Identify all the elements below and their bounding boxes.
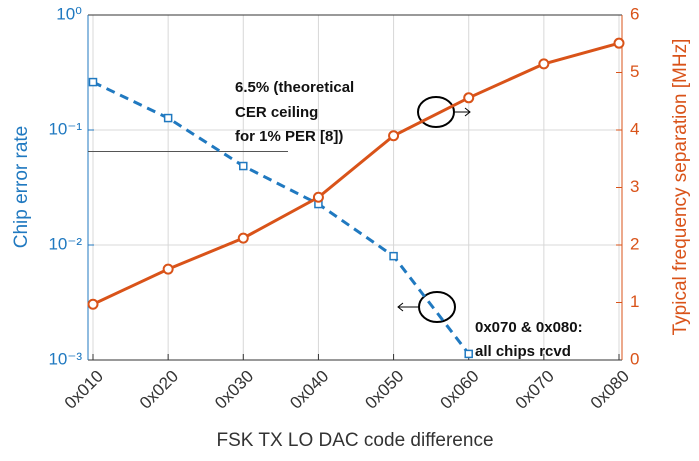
marker <box>312 191 324 203</box>
highlight-ellipse <box>418 291 456 323</box>
y2-tick-label: 1 <box>630 292 639 311</box>
y2-tick-label: 4 <box>630 119 639 138</box>
marker <box>87 298 99 310</box>
marker <box>538 58 550 70</box>
y-tick-label: 10⁻³ <box>48 349 82 368</box>
y2-tick-label: 0 <box>630 349 639 368</box>
arrow <box>455 107 471 117</box>
y2-tick-label: 6 <box>630 4 639 23</box>
y-tick-label: 10⁻¹ <box>48 119 82 138</box>
marker <box>163 113 173 123</box>
x-tick-label: 0x050 <box>361 367 407 413</box>
x-tick-label: 0x070 <box>512 367 558 413</box>
x-tick-label: 0x080 <box>587 367 633 413</box>
series-line <box>92 41 620 306</box>
marker <box>388 130 400 142</box>
marker <box>88 77 98 87</box>
plot-area <box>88 15 622 360</box>
y2-tick-label: 3 <box>630 177 639 196</box>
marker <box>162 263 174 275</box>
y2-axis-title: Typical frequency separation [MHz] <box>670 39 691 336</box>
marker <box>237 232 249 244</box>
x-tick-label: 0x020 <box>136 367 182 413</box>
y-tick-label: 10⁰ <box>56 4 82 23</box>
annotation: 6.5% (theoretical <box>235 79 354 96</box>
annotation: 0x070 & 0x080: <box>475 319 583 336</box>
x-tick-label: 0x030 <box>211 367 257 413</box>
x-tick-label: 0x010 <box>61 367 107 413</box>
annotation: all chips rcvd <box>475 343 571 360</box>
y-axis-title: Chip error rate <box>11 126 32 249</box>
x-tick-label: 0x060 <box>437 367 483 413</box>
x-axis-title: FSK TX LO DAC code difference <box>216 430 493 451</box>
highlight-ellipse <box>417 96 455 128</box>
marker <box>464 349 473 359</box>
arrow <box>397 302 418 312</box>
annotation: for 1% PER [8]) <box>235 128 343 145</box>
series-line <box>92 80 470 355</box>
y2-tick-label: 2 <box>630 234 639 253</box>
annotation: CER ceiling <box>235 104 318 121</box>
marker <box>613 37 625 49</box>
marker <box>389 251 398 261</box>
y2-tick-label: 5 <box>630 62 639 81</box>
marker <box>463 92 475 104</box>
x-tick-label: 0x040 <box>286 367 332 413</box>
y-tick-label: 10⁻² <box>48 234 82 253</box>
marker <box>239 161 248 171</box>
